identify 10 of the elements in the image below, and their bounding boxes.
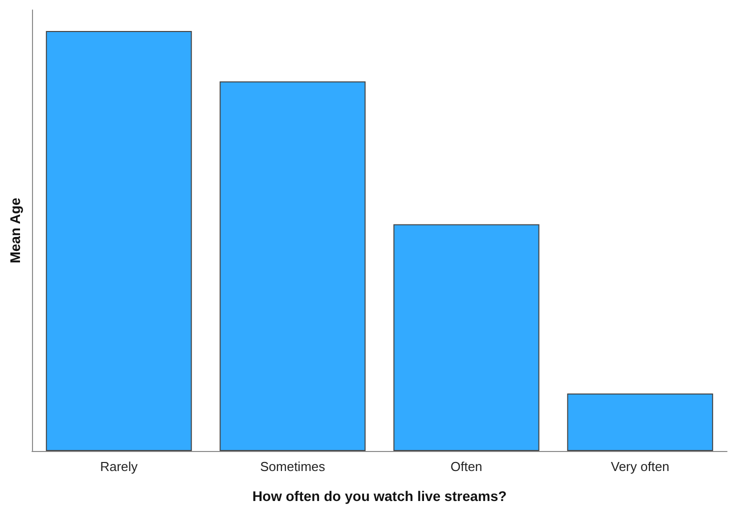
x-tick-label: Rarely (100, 459, 138, 474)
bar (46, 31, 192, 451)
x-axis-title: How often do you watch live streams? (252, 488, 507, 504)
x-tick-label: Often (450, 459, 482, 474)
x-tick-label: Sometimes (260, 459, 326, 474)
bar (567, 393, 714, 451)
y-axis-title: Mean Age (7, 197, 23, 264)
bar (220, 81, 366, 451)
bar (393, 224, 540, 451)
x-tick-label: Very often (610, 459, 670, 474)
